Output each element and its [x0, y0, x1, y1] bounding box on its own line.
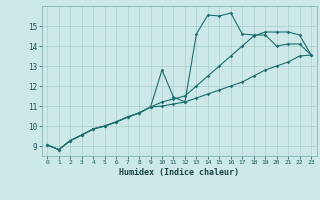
X-axis label: Humidex (Indice chaleur): Humidex (Indice chaleur) — [119, 168, 239, 177]
